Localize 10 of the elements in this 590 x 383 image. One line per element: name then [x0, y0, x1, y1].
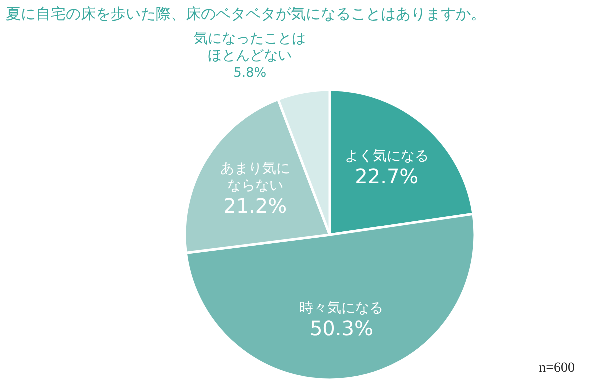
data-label: 21.2%	[224, 194, 288, 218]
slice-label: あまり気にならない	[220, 161, 290, 194]
data-label: 5.8%	[234, 66, 267, 82]
data-label: 22.7%	[355, 164, 419, 189]
chart-title: 夏に自宅の床を歩いた際、床のベタベタが気になることはありますか。	[6, 5, 486, 23]
slice-label: 気になったことはほとんどない	[194, 31, 306, 64]
data-label: 50.3%	[310, 316, 374, 341]
slice-label: 時々気になる	[300, 300, 384, 317]
text: n=600	[539, 361, 575, 376]
slice-label: よく気になる	[344, 148, 429, 165]
